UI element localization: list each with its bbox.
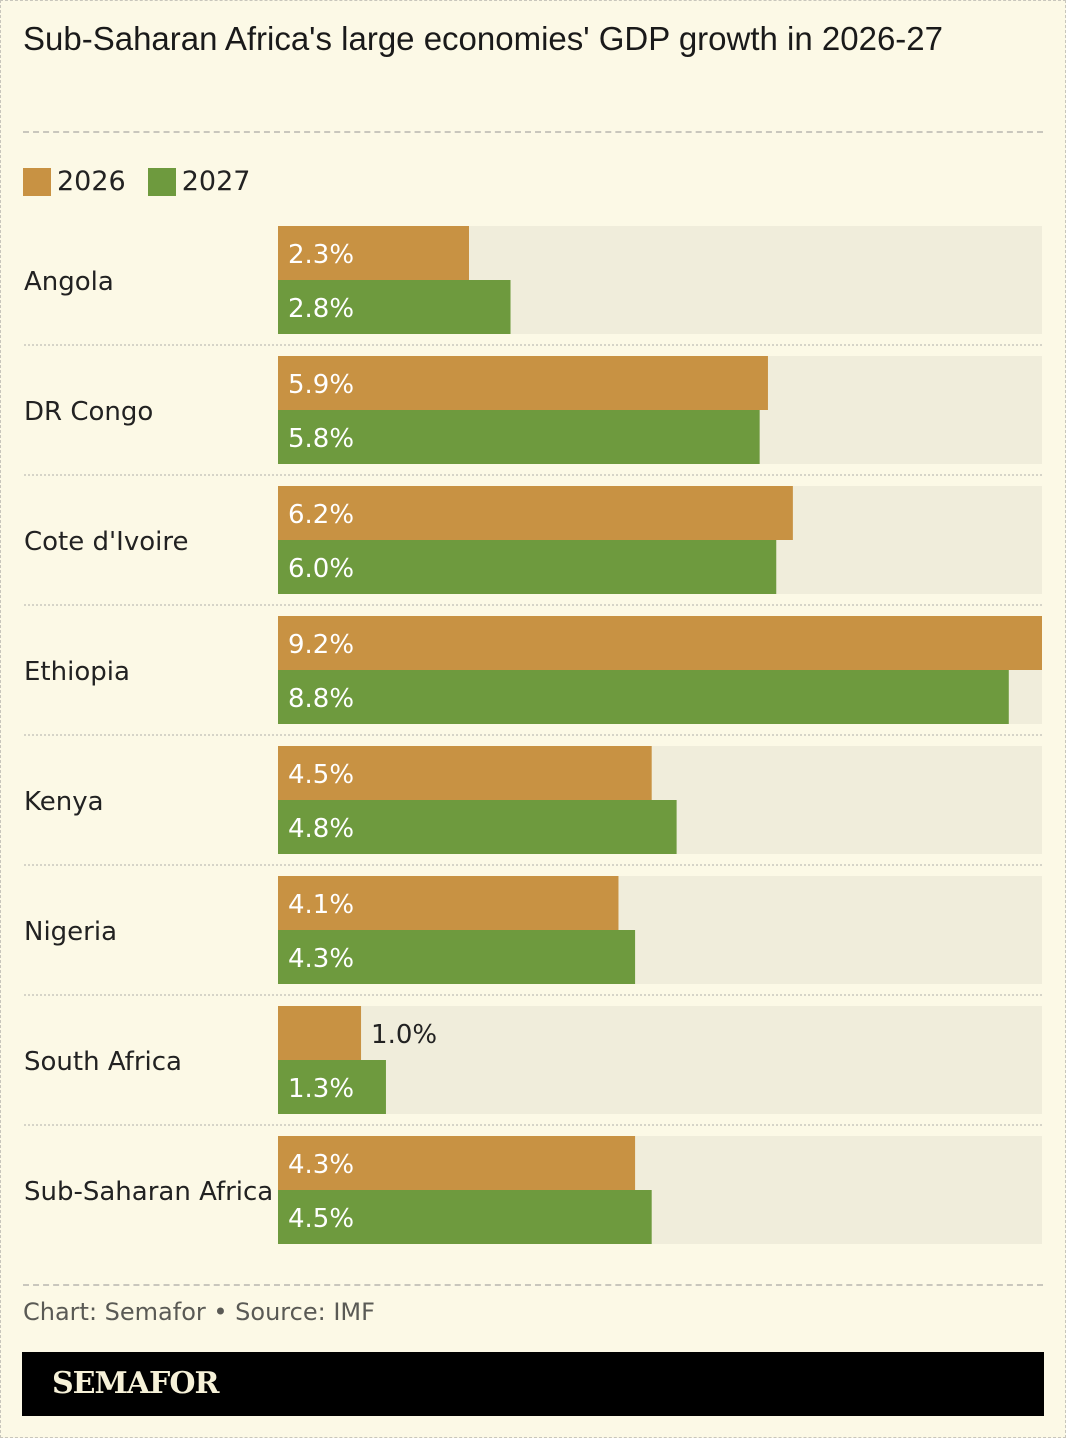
data-label: 2.8% — [288, 294, 354, 324]
category-label: Cote d'Ivoire — [24, 527, 188, 557]
legend-item-2026: 2026 — [23, 166, 126, 197]
bar-2026 — [278, 1136, 636, 1190]
bar-2026 — [278, 356, 768, 410]
source-note: Chart: Semafor • Source: IMF — [23, 1298, 375, 1326]
data-label: 4.3% — [288, 1150, 354, 1180]
category-label: South Africa — [24, 1047, 182, 1077]
bar-2027 — [278, 1060, 386, 1114]
legend-swatch-2026 — [23, 167, 51, 196]
legend-label-2026: 2026 — [57, 166, 126, 197]
bar-2027 — [278, 800, 677, 854]
bar-2027 — [278, 930, 636, 984]
category-label: DR Congo — [24, 397, 153, 427]
data-label: 4.8% — [288, 814, 354, 844]
category-label: Kenya — [24, 787, 104, 817]
legend-label-2027: 2027 — [181, 166, 251, 197]
logo-text: SEMAFOR — [52, 1366, 219, 1401]
data-label: 8.8% — [288, 684, 354, 714]
data-label: 1.0% — [371, 1020, 437, 1050]
divider — [23, 131, 1043, 133]
bar-2026 — [278, 746, 652, 800]
bar-2026 — [278, 616, 1042, 670]
data-label: 4.5% — [288, 1204, 354, 1234]
bar-2027 — [278, 280, 511, 334]
category-label: Angola — [24, 267, 114, 297]
bar-chart: Angola 2.3% 2.8% DR Congo 5.9% 5.8% Cote d'Ivo… — [24, 226, 1042, 1244]
data-label: 2.3% — [288, 240, 354, 270]
divider — [23, 1284, 1043, 1286]
bar-2026 — [278, 226, 469, 280]
category-label: Sub-Saharan Africa — [24, 1177, 273, 1207]
bar-2027 — [278, 410, 760, 464]
chart-title: Sub-Saharan Africa's large economies' GD… — [23, 20, 944, 57]
bar-2026 — [278, 486, 793, 540]
data-label: 9.2% — [288, 630, 354, 660]
data-label: 6.0% — [288, 554, 354, 584]
category-label: Nigeria — [24, 917, 117, 947]
bar-track — [278, 1006, 1042, 1114]
bar-2027 — [278, 540, 777, 594]
semafor-logo: SEMAFOR — [22, 1352, 1044, 1416]
bar-2027 — [278, 670, 1009, 724]
data-label: 4.1% — [288, 890, 354, 920]
data-label: 5.8% — [288, 424, 354, 454]
data-label: 4.3% — [288, 944, 354, 974]
bar-2027 — [278, 1190, 652, 1244]
category-label: Ethiopia — [24, 657, 130, 687]
bar-2026 — [278, 1006, 362, 1060]
data-label: 6.2% — [288, 500, 354, 530]
legend: 2026 2027 — [23, 166, 272, 197]
legend-swatch-2027 — [147, 167, 176, 196]
legend-item-2027: 2027 — [147, 166, 251, 197]
data-label: 1.3% — [288, 1074, 354, 1104]
bar-2026 — [278, 876, 619, 930]
data-label: 5.9% — [288, 370, 354, 400]
data-label: 4.5% — [288, 760, 354, 790]
